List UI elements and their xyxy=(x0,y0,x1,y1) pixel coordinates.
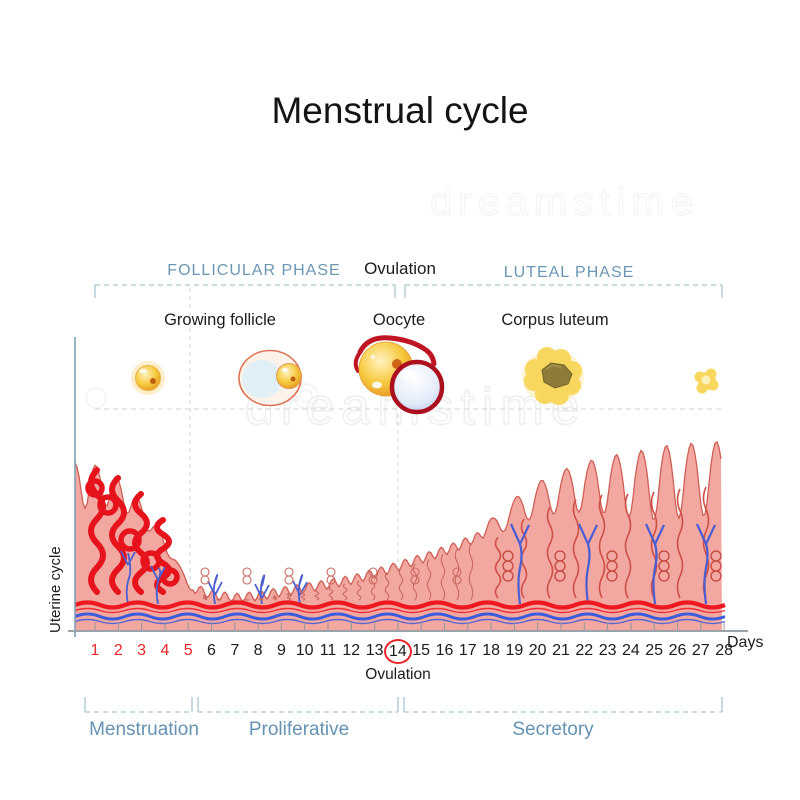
menstruation-phase-label: Menstruation xyxy=(89,719,199,740)
day-number: 15 xyxy=(412,642,431,659)
y-axis-label: Uterine cycle xyxy=(47,546,64,633)
svg-text:dreamstime: dreamstime xyxy=(430,180,699,224)
day-number: 23 xyxy=(598,642,617,659)
day-number: 10 xyxy=(295,642,314,659)
day-number: 20 xyxy=(528,642,547,659)
day-number: 16 xyxy=(435,642,454,659)
day-number: 19 xyxy=(505,642,524,659)
corpus-albicans-icon xyxy=(694,368,719,394)
oocyte-label: Oocyte xyxy=(372,311,426,329)
day-number: 13 xyxy=(365,642,384,659)
ovulation-top-label: Ovulation xyxy=(364,259,436,278)
axes xyxy=(68,337,748,637)
day-number: 3 xyxy=(137,642,147,659)
day-number: 9 xyxy=(276,642,286,659)
primordial-follicle-icon xyxy=(131,361,165,395)
day-number: 5 xyxy=(183,642,193,659)
guide-lines xyxy=(189,288,399,600)
day-number: 8 xyxy=(253,642,263,659)
page-title: Menstrual cycle xyxy=(271,90,529,131)
corpus-luteum-icon xyxy=(522,347,584,405)
day-number: 7 xyxy=(230,642,240,659)
growing-follicle-icon xyxy=(238,349,302,407)
ovulation-oocyte-icon xyxy=(353,335,445,415)
secretory-phase-label: Secretory xyxy=(512,719,594,740)
day-number: 21 xyxy=(552,642,570,659)
follicular-phase-label: FOLLICULAR PHASE xyxy=(167,262,341,279)
day-number: 4 xyxy=(160,642,170,659)
top-phase-brackets xyxy=(94,284,723,298)
day-number: 6 xyxy=(207,642,216,659)
day-number: 22 xyxy=(575,642,594,659)
day-number: 11 xyxy=(319,642,337,659)
day-number: 2 xyxy=(113,642,123,659)
day-number: 28 xyxy=(715,642,733,659)
bottom-phase-brackets xyxy=(84,697,723,713)
day-number: 24 xyxy=(621,642,640,659)
day-number: 27 xyxy=(691,642,710,659)
x-axis-label: Days xyxy=(727,634,764,651)
growing-follicle-label: Growing follicle xyxy=(164,311,276,329)
day-number: 17 xyxy=(458,642,477,659)
day-number: 25 xyxy=(645,642,664,659)
follicle-illustrations xyxy=(131,335,719,415)
day-number-circled: 14 xyxy=(383,639,412,664)
day-number: 12 xyxy=(342,642,361,659)
day-number: 26 xyxy=(668,642,687,659)
ovulation-bottom-label: Ovulation xyxy=(365,666,431,683)
endometrium-tissue xyxy=(74,440,726,630)
luteal-phase-label: LUTEAL PHASE xyxy=(503,264,635,281)
day-number: 18 xyxy=(482,642,500,659)
corpus-luteum-label: Corpus luteum xyxy=(501,311,609,329)
proliferative-phase-label: Proliferative xyxy=(248,719,350,740)
day-number: 1 xyxy=(90,642,100,659)
